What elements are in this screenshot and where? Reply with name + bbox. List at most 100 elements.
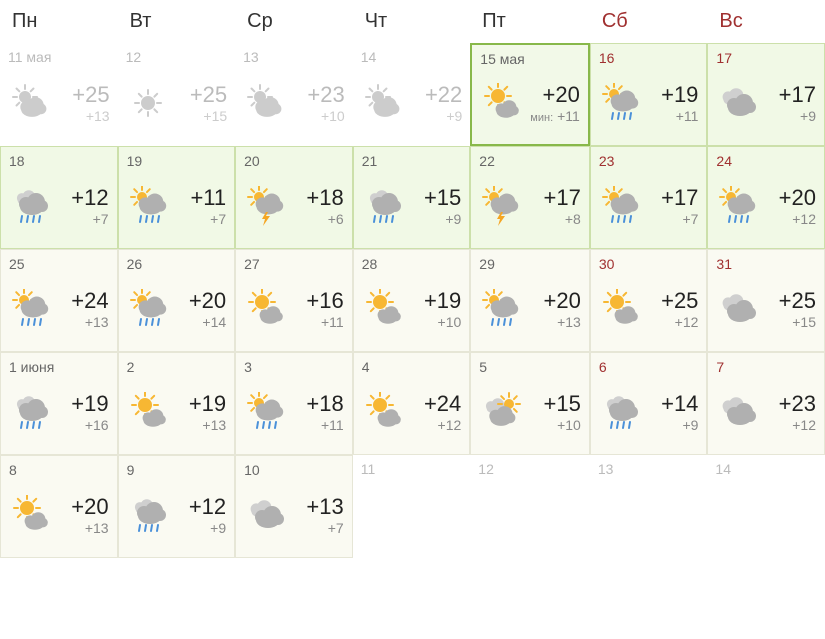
temp-block: +24+12: [412, 391, 462, 433]
day-cell[interactable]: 19 +11+7: [118, 146, 236, 249]
day-cell[interactable]: 16 +19+11: [590, 43, 708, 146]
day-cell[interactable]: 6 +14+9: [590, 352, 708, 455]
temp-block: +20+14: [177, 288, 227, 330]
temp-high: +15: [424, 185, 461, 211]
temp-low: +7: [93, 211, 109, 227]
weather-cloudy-icon: [244, 493, 288, 537]
day-cell[interactable]: 2 +19+13: [118, 352, 236, 455]
temp-block: +19+11: [649, 82, 699, 124]
temp-block: +17+9: [766, 82, 816, 124]
temp-block: +25+15: [766, 288, 816, 330]
day-cell[interactable]: 29 +20+13: [470, 249, 590, 352]
temp-high: +19: [661, 82, 698, 108]
weather-mostly-sunny-icon: [599, 287, 643, 331]
temp-low: +10: [557, 417, 581, 433]
temp-low-wrap: +9: [445, 211, 461, 227]
weather-calendar: ПнВтСрЧтПтСбВс11 мая +25+1312+25+1513 +2…: [0, 0, 825, 558]
temp-low: +13: [85, 520, 109, 536]
day-date: 21: [362, 153, 462, 169]
day-cell[interactable]: 20 +18+6: [235, 146, 353, 249]
weather-cloudy-icon: [716, 390, 760, 434]
temp-block: +15+9: [412, 185, 462, 227]
day-cell[interactable]: 15 мая +20мин:+11: [470, 43, 590, 146]
day-cell[interactable]: 17 +17+9: [707, 43, 825, 146]
day-date: 23: [599, 153, 699, 169]
temps-row: +20мин:+11: [480, 67, 580, 138]
day-cell[interactable]: 7 +23+12: [707, 352, 825, 455]
temps-row: +19+13: [127, 375, 227, 448]
day-cell[interactable]: 5 +15+10: [470, 352, 590, 455]
temp-low: +12: [675, 314, 699, 330]
day-date: 14: [361, 49, 463, 65]
day-cell[interactable]: 24 +20+12: [707, 146, 825, 249]
day-date: 31: [716, 256, 816, 272]
day-date: 9: [127, 462, 227, 478]
temp-high: +25: [661, 288, 698, 314]
temp-block: +18+11: [294, 391, 344, 433]
temp-low-label: мин:: [530, 112, 553, 124]
temp-high: +23: [779, 391, 816, 417]
temp-block: +20+12: [766, 185, 816, 227]
temp-block: +25+12: [649, 288, 699, 330]
day-cell[interactable]: 4 +24+12: [353, 352, 471, 455]
temp-high: +22: [425, 82, 462, 108]
day-cell[interactable]: 3 +18+11: [235, 352, 353, 455]
day-cell[interactable]: 22 +17+8: [470, 146, 590, 249]
temp-low: +8: [565, 211, 581, 227]
temp-low: +9: [446, 108, 462, 124]
day-cell[interactable]: 26 +20+14: [118, 249, 236, 352]
temps-row: +17+8: [479, 169, 581, 242]
temp-low-wrap: +7: [328, 520, 344, 536]
weather-rain-sun-icon: [9, 287, 53, 331]
day-date: 2: [127, 359, 227, 375]
temp-low-wrap: +10: [438, 314, 462, 330]
temp-block: +22+9: [411, 82, 463, 124]
temp-high: +11: [190, 185, 226, 211]
temp-high: +20: [71, 494, 108, 520]
day-date: 5: [479, 359, 581, 375]
temp-low-wrap: +12: [438, 417, 462, 433]
weather-mostly-sunny-icon: [9, 493, 53, 537]
temp-low: +13: [85, 314, 109, 330]
day-cell[interactable]: 23 +17+7: [590, 146, 708, 249]
day-date: 18: [9, 153, 109, 169]
day-cell[interactable]: 1 июня +19+16: [0, 352, 118, 455]
weather-mostly-sunny-icon: [480, 81, 524, 125]
weather-mostly-sunny-icon: [127, 390, 171, 434]
temp-low: +9: [800, 108, 816, 124]
day-cell[interactable]: 31 +25+15: [707, 249, 825, 352]
temp-low-wrap: +7: [682, 211, 698, 227]
weekday-header: Чт: [353, 0, 471, 43]
temp-block: +24+13: [59, 288, 109, 330]
day-cell[interactable]: 25 +24+13: [0, 249, 118, 352]
weather-partly-cloud-icon: [479, 390, 523, 434]
day-cell[interactable]: 28 +19+10: [353, 249, 471, 352]
temp-low-wrap: +12: [792, 211, 816, 227]
temp-low: +10: [321, 108, 345, 124]
temps-row: +13+7: [244, 478, 344, 551]
day-cell[interactable]: 8 +20+13: [0, 455, 118, 558]
day-date: 17: [716, 50, 816, 66]
temps-row: +22+9: [361, 65, 463, 140]
day-cell[interactable]: 30 +25+12: [590, 249, 708, 352]
temp-high: +19: [71, 391, 108, 417]
day-cell[interactable]: 27 +16+11: [235, 249, 353, 352]
weather-rain-icon: [599, 390, 643, 434]
weather-mostly-sunny-icon: [362, 390, 406, 434]
day-cell: 11 мая +25+13: [0, 43, 118, 146]
day-cell: 14: [707, 455, 825, 558]
temps-row: +25+13: [8, 65, 110, 140]
temp-low: +11: [676, 108, 699, 124]
weekday-header: Сб: [590, 0, 708, 43]
day-cell[interactable]: 10 +13+7: [235, 455, 353, 558]
temp-block: +14+9: [649, 391, 699, 433]
temp-high: +24: [71, 288, 108, 314]
day-cell[interactable]: 18 +12+7: [0, 146, 118, 249]
day-cell[interactable]: 9 +12+9: [118, 455, 236, 558]
temp-low-wrap: +9: [446, 108, 462, 124]
temp-block: +23+12: [766, 391, 816, 433]
weather-rain-sun-icon: [127, 287, 171, 331]
temp-block: +16+11: [294, 288, 344, 330]
day-cell[interactable]: 21 +15+9: [353, 146, 471, 249]
temp-low-wrap: мин:+11: [530, 108, 580, 124]
